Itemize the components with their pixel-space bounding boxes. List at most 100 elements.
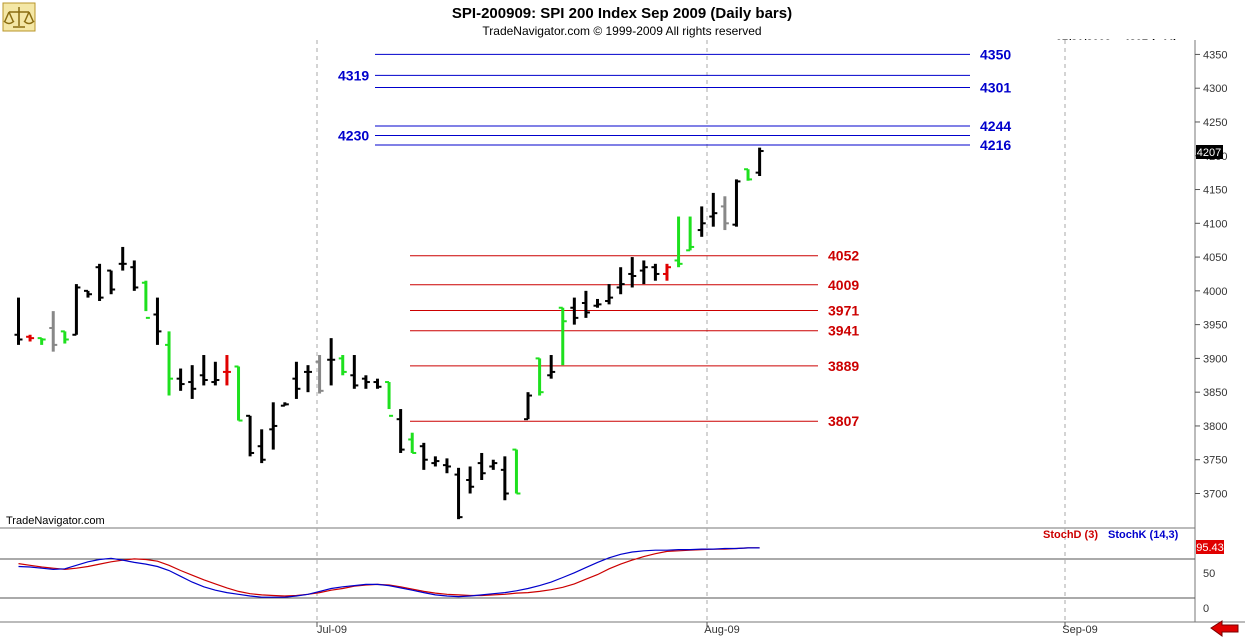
stoch-k-line — [18, 547, 760, 598]
last-price-badge: 4207 — [1196, 145, 1223, 159]
ohlc-bar — [570, 297, 579, 325]
resistance-label: 4319 — [338, 67, 369, 83]
ohlc-bar — [95, 263, 104, 301]
stoch-last-badge: 95.43 — [1196, 540, 1224, 554]
ohlc-bar — [315, 355, 324, 394]
support-label: 3889 — [828, 358, 859, 374]
ohlc-bar — [83, 289, 92, 298]
support-label: 3941 — [828, 323, 859, 339]
stochastic-panel: 0 50 StochD (3) StochK (14,3) 95.43 — [0, 529, 1224, 615]
price-y-axis: 3700 3750 3800 3850 3900 3950 4000 4050 4100 4150… — [1195, 49, 1227, 501]
ohlc-bar — [639, 260, 648, 285]
red-left-arrow-icon — [1210, 620, 1239, 637]
ohlc-bar — [547, 355, 556, 379]
ohlc-bar — [327, 338, 336, 386]
ohlc-bar — [431, 456, 440, 467]
resistance-label: 4216 — [980, 137, 1011, 153]
support-label: 3971 — [828, 302, 859, 318]
ohlc-bar — [396, 409, 405, 453]
chart-subtitle: TradeNavigator.com © 1999-2009 All right… — [482, 24, 761, 38]
ohlc-bar — [755, 147, 764, 177]
y-tick-label: 4000 — [1203, 286, 1227, 298]
ohlc-bar — [130, 260, 139, 291]
ohlc-bar — [732, 179, 741, 227]
scales-icon — [2, 2, 36, 32]
resistance-label: 4230 — [338, 127, 369, 143]
ohlc-bar — [280, 402, 289, 407]
ohlc-bar — [304, 365, 312, 393]
ohlc-bar — [454, 467, 463, 520]
ohlc-bar — [234, 365, 243, 422]
legend-stoch-d: StochD (3) — [1043, 529, 1098, 541]
ohlc-bar — [211, 361, 220, 386]
stoch-lines — [18, 547, 760, 598]
ohlc-bar — [269, 402, 278, 450]
ohlc-bar — [605, 284, 614, 305]
ohlc-bar — [165, 331, 174, 396]
chart-title: SPI-200909: SPI 200 Index Sep 2009 (Dail… — [452, 5, 792, 22]
x-tick-label: Aug-09 — [704, 624, 739, 636]
ohlc-bar — [141, 280, 150, 319]
support-label: 4009 — [828, 277, 859, 293]
ohlc-bar — [489, 459, 498, 470]
y-tick-label: 3750 — [1203, 455, 1227, 467]
x-tick-label: Sep-09 — [1062, 624, 1097, 636]
y-tick-label: 3900 — [1203, 353, 1227, 365]
ohlc-bar — [419, 442, 428, 470]
stoch-last-label: 95.43 — [1196, 542, 1224, 554]
price-levels: 4350 4301 4244 4216 4319 4230 4052 4009 3971 3941… — [338, 46, 1011, 429]
ohlc-bar — [628, 257, 637, 288]
ohlc-bar — [26, 334, 35, 342]
y-tick-label: 4150 — [1203, 185, 1227, 197]
ohlc-bar — [477, 452, 486, 480]
support-label: 4052 — [828, 248, 859, 264]
y-tick-label: 4300 — [1203, 83, 1227, 95]
ohlc-bar — [709, 192, 718, 227]
y-tick-label: 4250 — [1203, 117, 1227, 129]
ohlc-bar — [524, 392, 533, 421]
support-label: 3807 — [828, 413, 859, 429]
ohlc-bar — [60, 330, 69, 344]
ohlc-bar — [408, 432, 417, 454]
resistance-label: 4350 — [980, 46, 1011, 62]
ohlc-bar — [14, 297, 23, 345]
ohlc-bar — [107, 269, 116, 295]
ohlc-bar — [188, 365, 197, 399]
ohlc-bar — [466, 466, 475, 494]
ohlc-bar — [500, 456, 509, 501]
stoch-y-tick-label: 0 — [1203, 603, 1209, 615]
y-tick-label: 4100 — [1203, 218, 1227, 230]
ohlc-bar — [662, 263, 671, 281]
legend-stoch-k: StochK (14,3) — [1108, 529, 1179, 541]
resistance-label: 4301 — [980, 80, 1011, 96]
ohlc-bar — [257, 429, 266, 464]
y-tick-label: 4050 — [1203, 252, 1227, 264]
ohlc-bar — [697, 206, 706, 237]
ohlc-bar — [373, 378, 382, 389]
ohlc-bar — [153, 297, 162, 345]
ohlc-bar — [72, 284, 81, 336]
ohlc-bar — [199, 355, 208, 386]
ohlc-bar — [246, 414, 255, 457]
ohlc-bar — [49, 311, 58, 352]
logo — [2, 2, 36, 32]
ohlc-bar — [176, 368, 185, 391]
scroll-left-button[interactable] — [1210, 620, 1239, 637]
x-tick-label: Jul-09 — [317, 624, 347, 636]
stoch-y-tick-label: 50 — [1203, 568, 1215, 580]
ohlc-bar — [222, 355, 231, 386]
ohlc-bar — [651, 263, 660, 281]
ohlc-bar — [558, 306, 567, 366]
ohlc-bar — [535, 357, 544, 396]
y-tick-label: 3950 — [1203, 320, 1227, 332]
ohlc-bar — [361, 375, 370, 389]
ohlc-bar — [744, 168, 753, 181]
ohlc-bar — [350, 355, 359, 389]
ohlc-bar — [118, 246, 127, 271]
ohlc-bar — [37, 337, 46, 345]
ohlc-bar — [512, 448, 521, 495]
watermark: TradeNavigator.com — [6, 515, 105, 527]
ohlc-bar — [720, 196, 729, 231]
price-bars — [14, 147, 764, 520]
